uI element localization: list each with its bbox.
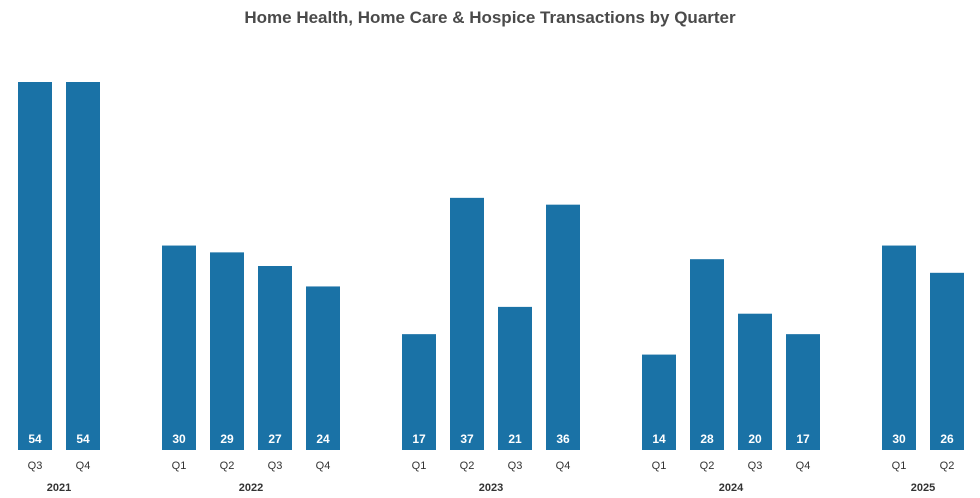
bar-value-label: 17	[796, 432, 810, 446]
bar-2022-q4	[306, 286, 340, 450]
quarter-tick-label: Q3	[28, 460, 43, 472]
bar-2024-q3	[738, 313, 772, 450]
bar-value-label: 29	[220, 432, 234, 446]
bar-value-label: 54	[28, 432, 42, 446]
quarter-tick-label: Q4	[316, 460, 331, 472]
bar-value-label: 30	[892, 432, 906, 446]
bar-value-label: 37	[460, 432, 474, 446]
bar-2025-q1	[882, 245, 916, 450]
bar-2022-q1	[162, 245, 196, 450]
year-tick-label: 2022	[239, 482, 263, 494]
quarter-tick-label: Q3	[748, 460, 763, 472]
bar-2022-q3	[258, 266, 292, 450]
bar-2022-q2	[210, 252, 244, 450]
quarter-tick-label: Q4	[76, 460, 91, 472]
chart-title: Home Health, Home Care & Hospice Transac…	[244, 8, 736, 27]
bar-2021-q3	[18, 82, 52, 450]
year-tick-label: 2024	[719, 482, 744, 494]
bar-value-label: 54	[76, 432, 90, 446]
bar-2024-q1	[642, 354, 676, 450]
quarter-tick-label: Q4	[556, 460, 571, 472]
bar-value-label: 36	[556, 432, 570, 446]
quarter-tick-label: Q2	[220, 460, 235, 472]
quarter-tick-label: Q1	[652, 460, 667, 472]
bar-value-label: 17	[412, 432, 426, 446]
bar-2025-q2	[930, 272, 964, 450]
year-tick-label: 2023	[479, 482, 503, 494]
quarter-tick-label: Q1	[172, 460, 187, 472]
bar-2024-q2	[690, 259, 724, 450]
quarter-tick-label: Q2	[460, 460, 475, 472]
bar-value-label: 21	[508, 432, 522, 446]
bar-2024-q4	[786, 334, 820, 450]
bar-2023-q3	[498, 306, 532, 450]
bar-value-label: 14	[652, 432, 666, 446]
quarter-tick-label: Q1	[892, 460, 907, 472]
bar-value-label: 26	[940, 432, 954, 446]
bar-2023-q1	[402, 334, 436, 450]
bar-value-label: 30	[172, 432, 186, 446]
quarter-tick-label: Q4	[796, 460, 811, 472]
bar-2021-q4	[66, 82, 100, 450]
quarter-tick-label: Q2	[700, 460, 715, 472]
quarter-tick-label: Q1	[412, 460, 427, 472]
quarter-tick-label: Q3	[508, 460, 523, 472]
quarter-tick-label: Q3	[268, 460, 283, 472]
bar-value-label: 28	[700, 432, 714, 446]
quarter-tick-label: Q2	[940, 460, 955, 472]
bar-value-label: 20	[748, 432, 762, 446]
bar-value-label: 27	[268, 432, 282, 446]
year-tick-label: 2021	[47, 482, 71, 494]
bar-value-label: 24	[316, 432, 330, 446]
bar-2023-q4	[546, 204, 580, 450]
bar-2023-q2	[450, 197, 484, 450]
year-tick-label: 2025	[911, 482, 935, 494]
